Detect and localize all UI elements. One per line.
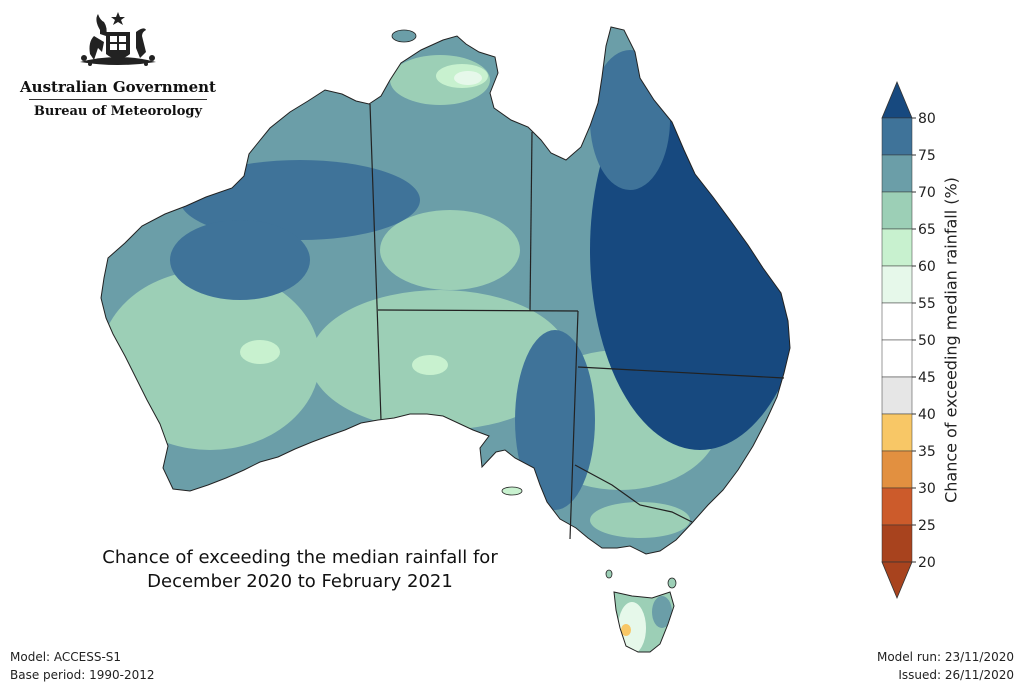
caption-line-2: December 2020 to February 2021	[147, 571, 453, 592]
rainfall-outlook-map	[100, 26, 791, 653]
qld-nsw-border	[577, 366, 785, 379]
sa-nsw-vic-border	[569, 310, 579, 540]
caption-line-1: Chance of exceeding the median rainfall …	[102, 547, 498, 568]
kangaroo-island	[501, 486, 523, 496]
colorbar-tick-label-65: 65	[918, 222, 936, 238]
colorbar-band-40-45	[881, 376, 913, 415]
colorbar-band-60-65	[881, 228, 913, 267]
colorbar-band-55-60	[881, 265, 913, 304]
colorbar-tick-label-80: 80	[918, 111, 936, 127]
colorbar-band-50-55	[881, 302, 913, 341]
colorbar-tick-label-40: 40	[918, 407, 936, 423]
colorbar-tick-label-50: 50	[918, 333, 936, 349]
colorbar-tick-label-55: 55	[918, 296, 936, 312]
model-run: Model run: 23/11/2020	[876, 650, 1014, 664]
map-caption: Chance of exceeding the median rainfall …	[60, 546, 540, 594]
colorbar-tick-label-75: 75	[918, 148, 936, 164]
colorbar: 80 75 70 65 60 55 50 45 40 35 30 25 20	[881, 80, 936, 600]
colorbar-band-20-25	[881, 524, 913, 563]
colorbar-segments	[881, 80, 913, 600]
colorbar-tick-label-35: 35	[918, 444, 936, 460]
wa-border	[369, 103, 382, 421]
colorbar-tick-label-25: 25	[918, 518, 936, 534]
colorbar-band-75-80	[881, 117, 913, 156]
tiwi-islands	[391, 29, 417, 43]
footer-left: Model: ACCESS-S1 Base period: 1990-2012	[10, 648, 155, 684]
logo-divider	[29, 99, 207, 100]
nsw-vic-border	[574, 464, 693, 523]
nt-sa-border	[377, 309, 579, 312]
colorbar-band-65-70	[881, 191, 913, 230]
tasmania-shading	[614, 592, 674, 652]
colorbar-title: Chance of exceeding median rainfall (%)	[941, 177, 961, 503]
colorbar-tick-label-45: 45	[918, 370, 936, 386]
mainland-coastline	[100, 26, 791, 555]
king-island	[605, 569, 613, 579]
colorbar-extend-top	[881, 80, 913, 119]
footer-right: Model run: 23/11/2020 Issued: 26/11/2020	[877, 648, 1014, 684]
nt-qld-border	[529, 131, 533, 312]
colorbar-tick-label-60: 60	[918, 259, 936, 275]
government-name: Australian Government	[20, 78, 216, 96]
state-borders	[369, 103, 785, 540]
base-period: Base period: 1990-2012	[10, 668, 155, 682]
colorbar-band-35-40	[881, 413, 913, 452]
colorbar-tick-label-30: 30	[918, 481, 936, 497]
flinders-island	[667, 577, 677, 589]
colorbar-band-25-30	[881, 487, 913, 526]
government-logo: Australian Government Bureau of Meteorol…	[18, 10, 218, 119]
colorbar-tick-label-20: 20	[918, 555, 936, 571]
colorbar-band-45-50	[881, 339, 913, 378]
mainland-shading	[101, 27, 790, 554]
issued-date: Issued: 26/11/2020	[898, 668, 1014, 682]
colorbar-band-30-35	[881, 450, 913, 489]
model-name: Model: ACCESS-S1	[10, 650, 122, 664]
colorbar-extend-bottom	[881, 561, 913, 600]
colorbar-ticks: 80 75 70 65 60 55 50 45 40 35 30 25 20	[912, 111, 936, 571]
coat-of-arms-icon	[80, 12, 156, 66]
colorbar-band-70-75	[881, 154, 913, 193]
colorbar-tick-label-70: 70	[918, 185, 936, 201]
tasmania-coastline	[613, 591, 675, 653]
bureau-name: Bureau of Meteorology	[33, 104, 203, 119]
